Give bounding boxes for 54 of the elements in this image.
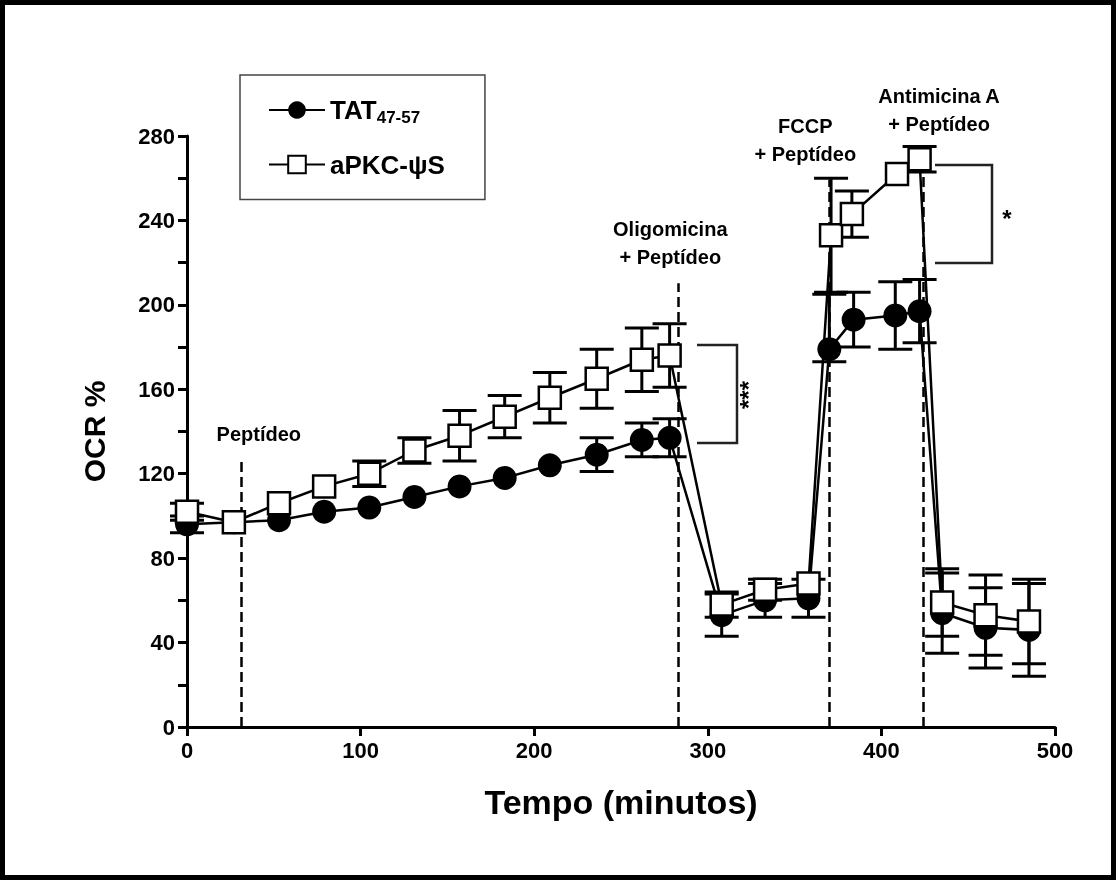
x-axis-title: Tempo (minutos) — [484, 783, 758, 821]
point — [1016, 609, 1042, 634]
ref-line-label: FCCP + Peptídeo — [754, 114, 857, 165]
point — [929, 590, 955, 615]
point — [357, 495, 382, 520]
point — [584, 366, 609, 391]
point — [841, 307, 866, 332]
y-tick-label: 240 — [138, 207, 175, 233]
y-tick-label: 160 — [138, 376, 175, 402]
point — [818, 222, 844, 248]
point — [357, 461, 382, 486]
point — [402, 438, 427, 463]
point — [907, 146, 932, 172]
point — [447, 474, 472, 499]
point — [709, 592, 734, 617]
ref-line-label: Oligomicina + Peptídeo — [613, 218, 729, 269]
ref-line-label: Antimicina A + Peptídeo — [878, 85, 1000, 136]
point — [629, 427, 654, 452]
ref-line-label: Peptídeo — [216, 422, 302, 445]
point — [796, 571, 821, 596]
y-axis-title: OCR % — [77, 380, 111, 483]
annotation: *** — [734, 380, 762, 410]
x-tick-label: 500 — [1036, 737, 1074, 763]
y-tick-label: 200 — [138, 292, 175, 318]
point — [266, 491, 292, 516]
point — [447, 423, 472, 448]
legend-label: aPKC-ψS — [330, 149, 445, 180]
point — [402, 484, 427, 509]
y-tick-label: 120 — [138, 461, 175, 487]
point — [839, 201, 865, 227]
point — [537, 453, 562, 478]
point — [884, 161, 910, 187]
x-tick-label: 200 — [515, 737, 553, 763]
point — [883, 303, 908, 328]
point — [584, 442, 609, 467]
x-tick-label: 400 — [863, 737, 900, 763]
point — [312, 499, 337, 524]
x-tick-label: 0 — [180, 737, 194, 763]
y-tick-label: 80 — [150, 545, 175, 571]
point — [657, 425, 682, 450]
x-tick-label: 300 — [689, 737, 727, 763]
y-tick-label: 40 — [150, 630, 175, 656]
y-tick-label: 0 — [162, 714, 175, 740]
point — [629, 347, 655, 372]
y-tick-label: 280 — [138, 123, 175, 149]
point — [657, 343, 682, 368]
point — [752, 577, 778, 603]
point — [492, 465, 517, 490]
x-tick-label: 100 — [342, 737, 379, 763]
point — [492, 404, 517, 429]
point — [973, 602, 998, 628]
point — [311, 474, 337, 499]
annotation: * — [1002, 204, 1013, 232]
point — [537, 385, 563, 410]
